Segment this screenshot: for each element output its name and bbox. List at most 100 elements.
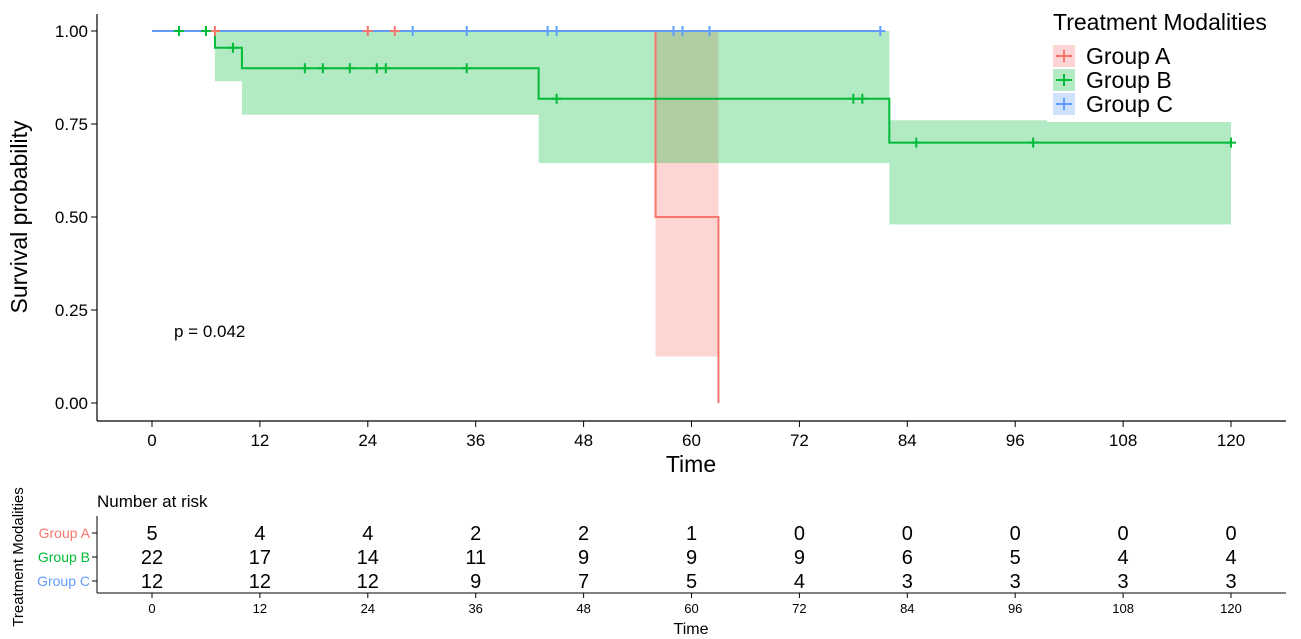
y-tick-label: 0.25 — [55, 301, 88, 320]
legend-label-group-c: Group C — [1086, 91, 1173, 117]
y-tick-label: 0.75 — [55, 115, 88, 134]
ci-band-group-b-0 — [214, 31, 242, 82]
risk-count-group-a: 0 — [1225, 523, 1236, 545]
legend-key-group-c — [1056, 98, 1072, 110]
risk-count-group-a: 2 — [470, 523, 481, 545]
risk-count-group-a: 0 — [902, 523, 913, 545]
risk-row-label-group-c: Group C — [37, 573, 90, 589]
y-axis-title: Survival probability — [6, 120, 32, 314]
risk-row-label-group-b: Group B — [38, 549, 90, 565]
censor-mark-group-b-12 — [911, 137, 922, 148]
censor-mark-group-b-8 — [461, 63, 472, 74]
risk-time-label: 120 — [1220, 601, 1242, 616]
x-tick-label: 12 — [250, 431, 269, 450]
plot-axes: 0 12 24 36 48 60 72 84 96 108 120 0.00 0.25 0.50 0.75 1… — [55, 14, 1286, 450]
risk-count-group-b: 17 — [249, 547, 271, 569]
legend-key-group-b — [1056, 74, 1072, 86]
legend-key-group-a — [1056, 50, 1072, 62]
risk-count-group-c: 3 — [1118, 571, 1129, 593]
risk-table-x-title: Time — [674, 621, 709, 638]
risk-count-group-b: 9 — [578, 547, 589, 569]
risk-count-group-c: 12 — [141, 571, 163, 593]
risk-count-group-c: 12 — [249, 571, 271, 593]
censor-mark-group-b-1 — [200, 26, 211, 36]
risk-count-group-c: 3 — [902, 571, 913, 593]
censor-mark-group-a-0 — [209, 26, 220, 36]
risk-row-label-group-a: Group A — [39, 525, 91, 541]
confidence-bands — [214, 31, 1231, 357]
risk-count-group-a: 0 — [794, 523, 805, 545]
censor-mark-group-b-2 — [227, 42, 238, 53]
x-tick-label: 60 — [682, 431, 701, 450]
y-tick-label: 0.00 — [55, 394, 88, 413]
censor-mark-group-b-9 — [551, 93, 562, 104]
censor-mark-group-b-3 — [299, 63, 310, 74]
risk-time-label: 12 — [253, 601, 267, 616]
p-value-annotation: p = 0.042 — [174, 322, 245, 341]
risk-table-title: Number at risk — [97, 492, 208, 511]
risk-time-label: 72 — [792, 601, 806, 616]
ci-band-group-a-0 — [655, 31, 719, 357]
risk-time-label: 36 — [468, 601, 482, 616]
risk-count-group-a: 0 — [1010, 523, 1021, 545]
censor-mark-group-a-1 — [362, 26, 373, 36]
ci-band-group-b-1 — [241, 31, 539, 115]
censor-mark-group-b-6 — [371, 63, 382, 74]
risk-time-label: 60 — [684, 601, 698, 616]
censor-mark-group-c-3 — [551, 26, 562, 36]
risk-count-group-a: 4 — [362, 523, 373, 545]
km-plot: 0 12 24 36 48 60 72 84 96 108 120 0.00 0.25 0.50 0.75 1… — [6, 4, 1287, 477]
x-tick-label: 72 — [790, 431, 809, 450]
censor-mark-group-c-1 — [461, 26, 472, 36]
censor-mark-group-b-0 — [173, 26, 184, 36]
risk-count-group-a: 2 — [578, 523, 589, 545]
censor-mark-group-b-5 — [344, 63, 355, 74]
risk-count-group-b: 4 — [1225, 547, 1236, 569]
risk-count-group-b: 9 — [686, 547, 697, 569]
y-tick-label: 1.00 — [55, 22, 88, 41]
risk-count-group-c: 5 — [686, 571, 697, 593]
ci-band-group-b-2 — [538, 31, 890, 164]
risk-count-group-a: 1 — [686, 523, 697, 545]
x-tick-label: 108 — [1109, 431, 1137, 450]
risk-time-label: 84 — [900, 601, 914, 616]
risk-count-group-b: 9 — [794, 547, 805, 569]
x-axis-title: Time — [666, 451, 716, 477]
x-tick-label: 0 — [147, 431, 156, 450]
risk-count-group-c: 3 — [1225, 571, 1236, 593]
risk-count-group-b: 14 — [357, 547, 379, 569]
risk-count-group-b: 5 — [1010, 547, 1021, 569]
risk-count-group-b: 22 — [141, 547, 163, 569]
risk-time-label: 0 — [148, 601, 155, 616]
risk-count-group-a: 0 — [1118, 523, 1129, 545]
risk-count-group-a: 5 — [146, 523, 157, 545]
risk-count-group-b: 6 — [902, 547, 913, 569]
censor-mark-group-b-4 — [317, 63, 328, 74]
risk-count-group-b: 4 — [1118, 547, 1129, 569]
risk-time-label: 48 — [576, 601, 590, 616]
censor-mark-group-b-10 — [848, 93, 859, 104]
x-tick-label: 120 — [1217, 431, 1245, 450]
x-tick-label: 24 — [358, 431, 377, 450]
risk-count-group-c: 9 — [470, 571, 481, 593]
censor-marks — [173, 26, 1236, 148]
censor-mark-group-b-14 — [1226, 137, 1236, 148]
censor-mark-group-c-0 — [407, 26, 418, 36]
risk-table: Number at risk Treatment Modalities Time… — [10, 487, 1286, 638]
y-tick-label: 0.50 — [55, 208, 88, 227]
risk-time-label: 108 — [1112, 601, 1134, 616]
risk-count-group-b: 11 — [465, 547, 486, 569]
ci-band-group-b-3 — [889, 120, 1231, 225]
censor-mark-group-c-6 — [704, 26, 715, 36]
censor-mark-group-b-11 — [857, 93, 868, 104]
risk-count-group-c: 4 — [794, 571, 805, 593]
censor-mark-group-b-7 — [380, 63, 391, 74]
risk-count-group-a: 4 — [254, 523, 265, 545]
x-tick-label: 84 — [898, 431, 917, 450]
x-tick-label: 96 — [1006, 431, 1025, 450]
censor-mark-group-a-2 — [389, 26, 400, 36]
censor-mark-group-b-13 — [1028, 137, 1039, 148]
legend-label-group-b: Group B — [1086, 67, 1172, 93]
legend-label-group-a: Group A — [1086, 43, 1171, 69]
